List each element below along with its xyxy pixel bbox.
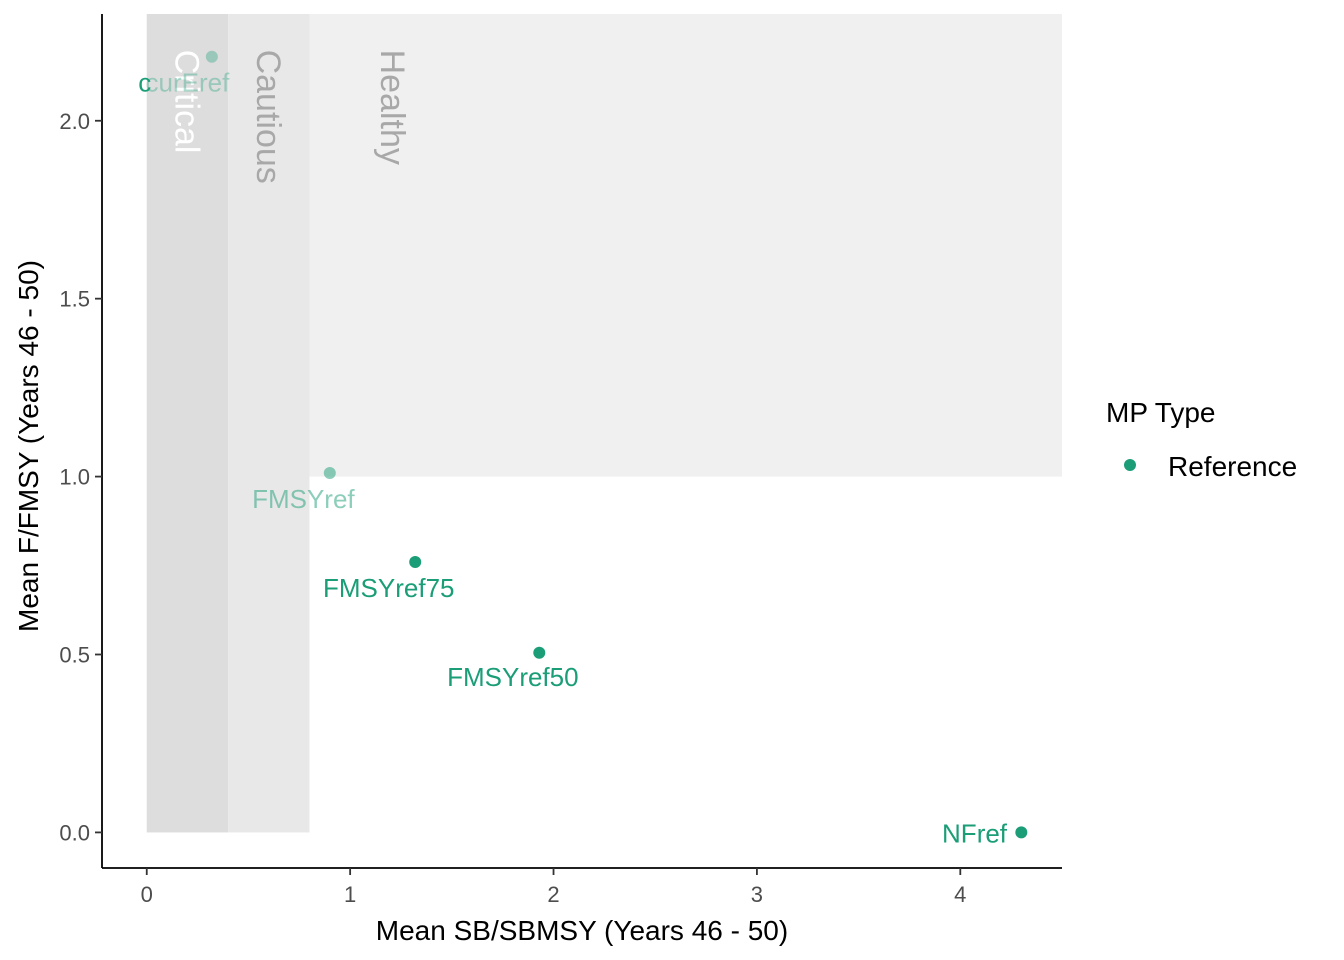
point-fmsyref bbox=[323, 467, 336, 480]
y-tick-label: 1.5 bbox=[59, 287, 90, 312]
axes-layer bbox=[101, 14, 1062, 869]
y-tick-label: 0.5 bbox=[59, 643, 90, 668]
ticks-layer: 0 1 2 3 4 0.0 0.5 1.0 1.5 2.0 bbox=[59, 109, 966, 907]
points-layer bbox=[205, 50, 1028, 839]
legend-title: MP Type bbox=[1106, 397, 1215, 428]
zone-healthy bbox=[309, 14, 1062, 477]
point-nfref bbox=[1015, 826, 1028, 839]
point-label-nfref: NFref bbox=[942, 818, 1008, 848]
y-tick-label: 0.0 bbox=[59, 820, 90, 845]
x-axis-title: Mean SB/SBMSY (Years 46 - 50) bbox=[376, 915, 788, 946]
zone-labels-layer: Critical Cautious Healthy bbox=[167, 50, 410, 184]
zone-label-healthy: Healthy bbox=[373, 50, 411, 165]
zone-label-cautious: Cautious bbox=[249, 50, 287, 184]
y-tick-label: 1.0 bbox=[59, 465, 90, 490]
y-tick-label: 2.0 bbox=[59, 109, 90, 134]
point-label-cureref: curEref bbox=[146, 68, 231, 98]
x-tick-label: 0 bbox=[141, 882, 153, 907]
x-tick-label: 4 bbox=[954, 882, 966, 907]
zone-cautious bbox=[228, 14, 310, 833]
point-cureref bbox=[205, 50, 218, 63]
point-label-fmsyref: FMSYref bbox=[252, 484, 355, 514]
zone-label-critical: Critical bbox=[167, 50, 205, 154]
x-tick-label: 2 bbox=[547, 882, 559, 907]
edge-label: c bbox=[138, 68, 151, 98]
legend: MP Type Reference bbox=[1106, 397, 1297, 482]
zone-critical bbox=[146, 14, 229, 833]
point-label-fmsyref50: FMSYref50 bbox=[447, 662, 579, 692]
point-fmsyref50 bbox=[533, 646, 546, 659]
legend-label-reference: Reference bbox=[1168, 451, 1297, 482]
legend-key-reference bbox=[1124, 459, 1136, 471]
x-tick-label: 3 bbox=[751, 882, 763, 907]
y-axis-title: Mean F/FMSY (Years 46 - 50) bbox=[13, 260, 44, 632]
zones-layer bbox=[146, 14, 1062, 833]
point-fmsyref75 bbox=[409, 555, 422, 568]
point-labels-layer: curEref FMSYref FMSYref75 FMSYref50 NFref c bbox=[138, 68, 1008, 849]
x-tick-label: 1 bbox=[344, 882, 356, 907]
point-label-fmsyref75: FMSYref75 bbox=[323, 573, 455, 603]
